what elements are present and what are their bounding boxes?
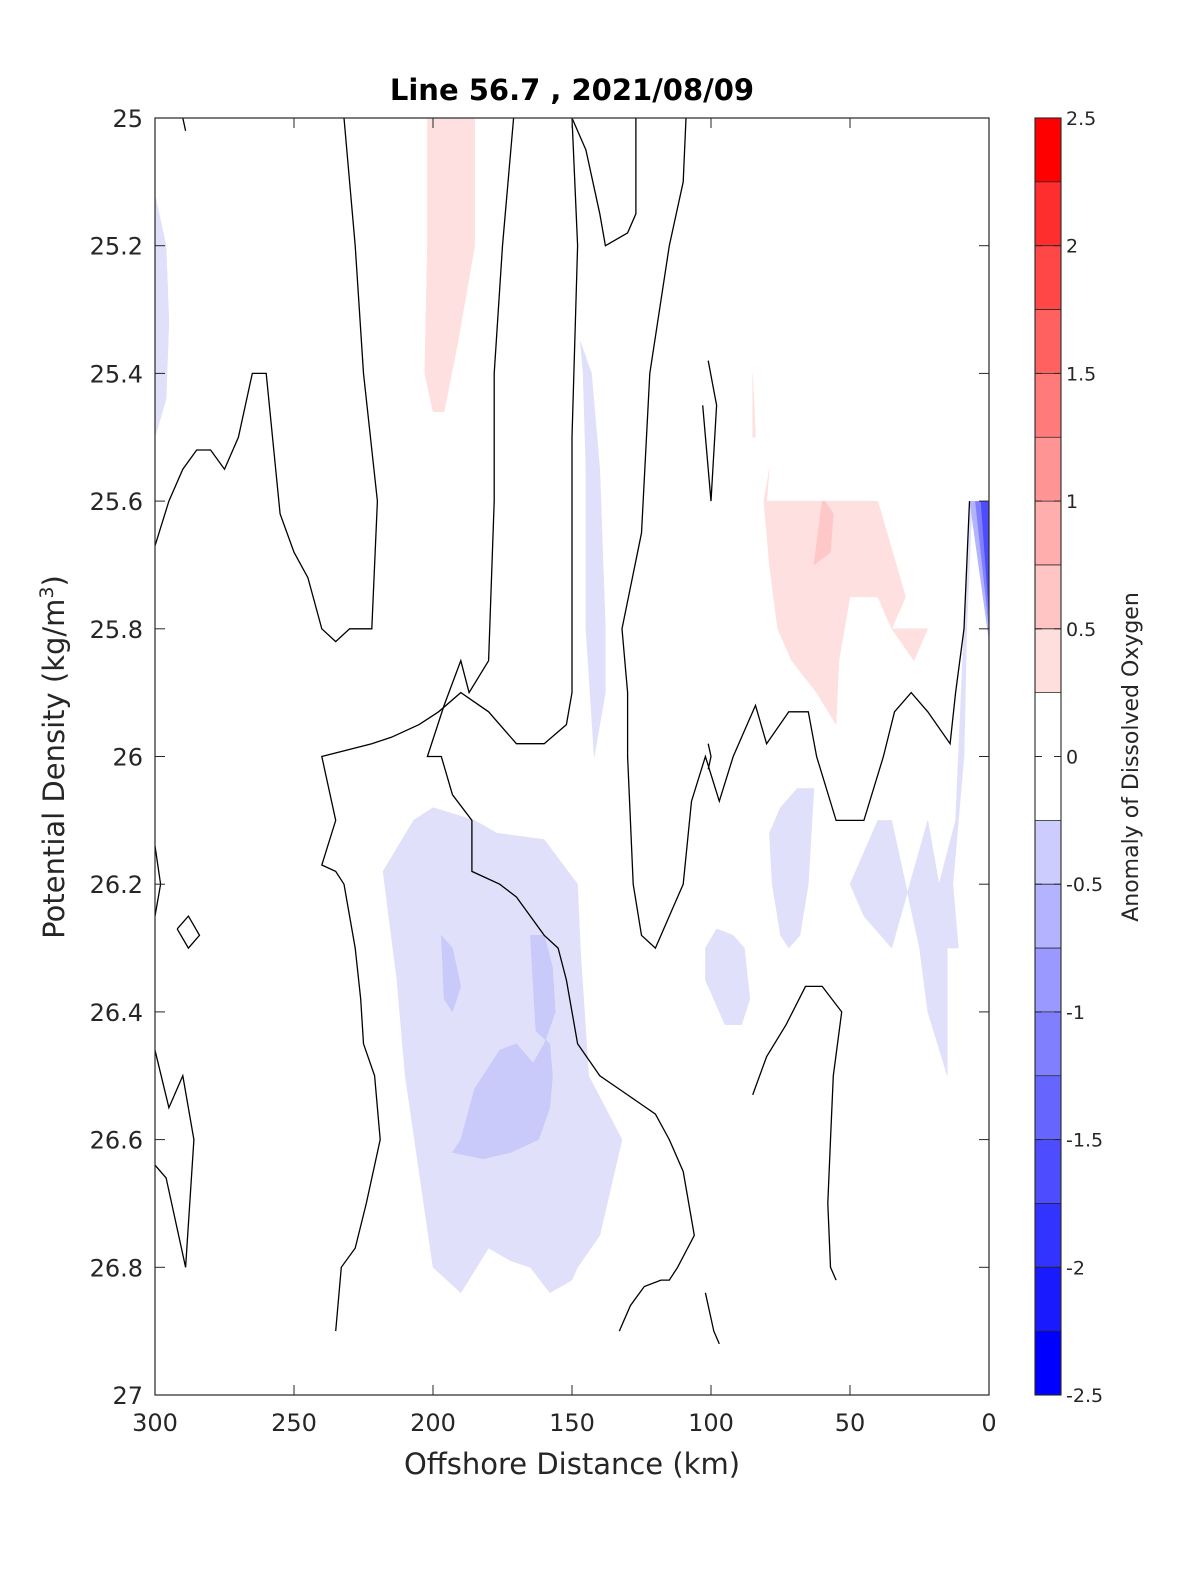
colorbar-tick-label: 1.5: [1066, 363, 1096, 385]
colorbar-tick-label: 0.5: [1066, 619, 1096, 641]
colorbar-swatch: [1035, 1267, 1061, 1332]
y-tick-label: 26: [112, 744, 143, 772]
colorbar-swatch: [1035, 245, 1061, 310]
colorbar-tick-label: -0.5: [1066, 874, 1103, 896]
x-tick-label: 200: [410, 1409, 456, 1437]
filled-region-11: [452, 935, 556, 1160]
colorbar-ticks: -2.5 -2 -1.5 -1 -0.5 0 0.5 1 1.5 2 2.5: [1035, 108, 1103, 1407]
contour-line-11: [621, 118, 971, 950]
plot-area: 300 250 200 150 100 50 0 2525.225.425.625.8262…: [90, 105, 997, 1437]
filled-region-10: [441, 934, 462, 1013]
colorbar-swatch: [1035, 1011, 1061, 1076]
filled-region-1: [424, 118, 475, 412]
filled-region-5: [813, 500, 834, 566]
colorbar-title: Anomaly of Dissolved Oxygen: [1119, 592, 1144, 922]
y-tick-label: 26.2: [90, 871, 143, 899]
y-tick-label: 25: [112, 105, 143, 133]
colorbar-swatch: [1035, 1139, 1061, 1204]
colorbar-swatch: [1035, 501, 1061, 565]
filled-region-0: [155, 194, 170, 438]
x-tick-label: 50: [835, 1409, 866, 1437]
contour-line-layer: [155, 118, 971, 1345]
chart-title: Line 56.7 , 2021/08/09: [390, 73, 754, 107]
filled-region-4: [763, 469, 929, 726]
colorbar-swatch: [1035, 1331, 1061, 1395]
y-axis-title: Potential Density (kg/m3): [36, 575, 71, 939]
contour-line-5: [321, 118, 637, 1332]
x-axis: 300 250 200 150 100 50 0: [132, 118, 997, 1437]
coastal-band-2: [980, 501, 989, 616]
y-tick-label: 25.4: [90, 360, 143, 388]
colorbar-swatches: [1035, 118, 1061, 1396]
colorbar: -2.5 -2 -1.5 -1 -0.5 0 0.5 1 1.5 2 2.5 Anomaly of …: [1034, 108, 1144, 1407]
contour-line-6: [426, 118, 695, 1332]
x-tick-label: 300: [132, 1409, 178, 1437]
colorbar-swatch: [1035, 1203, 1061, 1268]
y-tick-label: 26.4: [90, 999, 143, 1027]
colorbar-swatch: [1035, 118, 1061, 182]
y-tick-label: 25.2: [90, 233, 143, 261]
y-tick-label: 26.8: [90, 1254, 143, 1282]
contour-line-0: [182, 118, 187, 131]
colorbar-tick-label: -1: [1066, 1002, 1085, 1024]
colorbar-swatch: [1035, 948, 1061, 1012]
colorbar-swatch: [1035, 564, 1061, 629]
colorbar-swatch: [1035, 1075, 1061, 1140]
colorbar-tick-label: -2: [1066, 1257, 1085, 1279]
filled-region-7: [769, 788, 815, 949]
colorbar-swatch: [1035, 884, 1061, 949]
filled-region-2: [580, 341, 606, 757]
filled-region-8: [705, 928, 751, 1025]
contour-line-1: [155, 118, 379, 643]
y-tick-label: 27: [112, 1382, 143, 1410]
filled-region-3: [752, 373, 756, 438]
colorbar-swatch: [1035, 373, 1061, 438]
colorbar-swatch: [1035, 628, 1061, 693]
x-tick-label: 100: [688, 1409, 734, 1437]
y-axis-title-end: ): [37, 575, 71, 586]
contour-line-7: [702, 360, 718, 502]
y-tick-label: 26.6: [90, 1127, 143, 1155]
colorbar-swatch: [1035, 437, 1061, 502]
y-axis: 25 25.2 25.4 25.6 25.8 26 26.2 26.4 26.6 26.8 27: [90, 105, 989, 1410]
x-tick-label: 0: [981, 1409, 996, 1437]
contour-line-9: [704, 1292, 720, 1345]
filled-contour-layer: [155, 118, 989, 1294]
contour-line-10: [752, 985, 843, 1281]
y-tick-label: 25.6: [90, 488, 143, 516]
filled-region-6: [849, 500, 973, 1076]
x-tick-label: 250: [271, 1409, 317, 1437]
contour-line-3: [176, 914, 201, 950]
y-axis-title-main: Potential Density (kg/m: [37, 599, 71, 939]
colorbar-tick-label: 2: [1066, 236, 1078, 258]
y-tick-label: 25.8: [90, 616, 143, 644]
x-tick-label: 150: [549, 1409, 595, 1437]
colorbar-tick-label: 0: [1066, 747, 1078, 769]
x-axis-title: Offshore Distance (km): [404, 1447, 740, 1481]
colorbar-tick-label: 1: [1066, 491, 1078, 513]
colorbar-tick-label: -1.5: [1066, 1130, 1103, 1152]
colorbar-tick-label: -2.5: [1066, 1385, 1103, 1407]
contour-line-4: [155, 1050, 195, 1268]
y-axis-title-superscript: 3: [36, 586, 58, 598]
colorbar-swatch: [1035, 181, 1061, 246]
colorbar-tick-label: 2.5: [1066, 108, 1096, 130]
colorbar-swatch: [1035, 820, 1061, 885]
colorbar-swatch: [1035, 309, 1061, 374]
contour-line-8: [707, 743, 712, 770]
